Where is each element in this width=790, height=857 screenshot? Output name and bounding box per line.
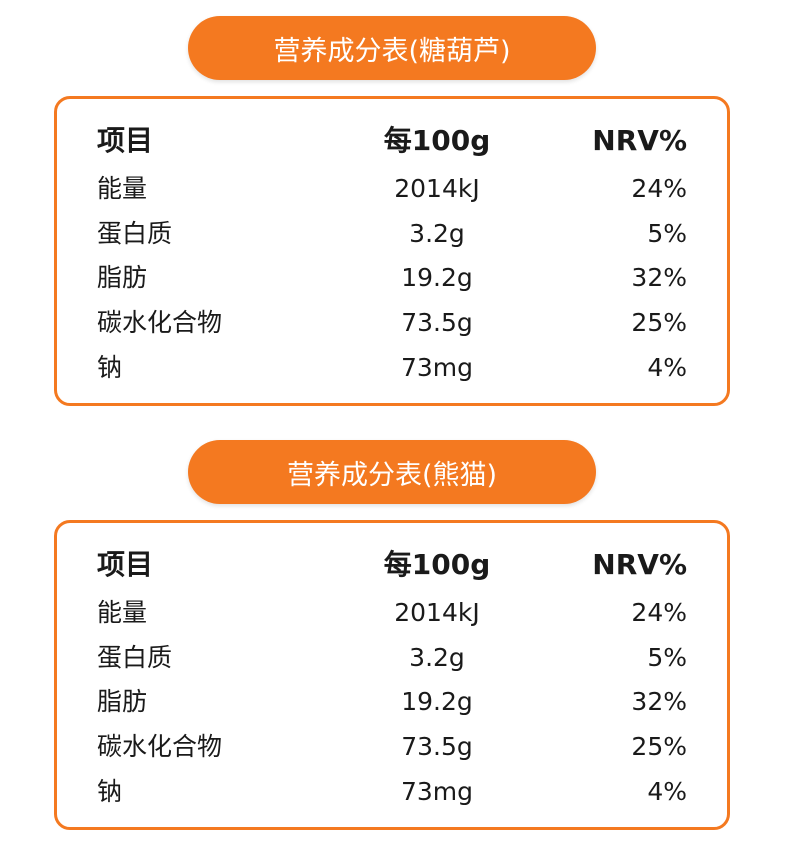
nutrient-nrv: 24% <box>631 174 687 203</box>
nutrient-amount: 3.2g <box>409 643 465 672</box>
nutrient-name: 蛋白质 <box>97 643 173 672</box>
nutrient-name: 钠 <box>97 353 123 382</box>
nutrition-table-1: 项目 每100g NRV% 能量 2014kJ 24% 蛋白质 3.2g 5% … <box>54 96 730 406</box>
nutrient-amount: 3.2g <box>409 219 465 248</box>
nutrient-amount: 19.2g <box>401 687 473 716</box>
nutrient-name: 能量 <box>97 174 148 203</box>
nutrient-nrv: 5% <box>647 643 687 672</box>
nutrient-nrv: 24% <box>631 598 687 627</box>
table-title-2: 营养成分表(熊猫) <box>188 440 596 504</box>
table-header-row: 项目 每100g NRV% <box>57 121 727 161</box>
table-row: 能量 2014kJ 24% <box>57 169 727 209</box>
nutrient-nrv: 4% <box>647 353 687 382</box>
table-row: 钠 73mg 4% <box>57 772 727 812</box>
nutrition-table-2: 项目 每100g NRV% 能量 2014kJ 24% 蛋白质 3.2g 5% … <box>54 520 730 830</box>
nutrient-nrv: 32% <box>631 263 687 292</box>
table-row: 碳水化合物 73.5g 25% <box>57 727 727 767</box>
table-row: 蛋白质 3.2g 5% <box>57 214 727 254</box>
nutrient-name: 脂肪 <box>97 687 148 716</box>
nutrient-name: 能量 <box>97 598 148 627</box>
nutrient-name: 钠 <box>97 777 123 806</box>
nutrient-amount: 73mg <box>400 777 474 806</box>
nutrient-nrv: 32% <box>631 687 687 716</box>
table-title-text: 营养成分表(熊猫) <box>286 459 498 491</box>
table-title-1: 营养成分表(糖葫芦) <box>188 16 596 80</box>
table-row: 蛋白质 3.2g 5% <box>57 638 727 678</box>
table-title-text: 营养成分表(糖葫芦) <box>273 35 511 67</box>
header-nrv: NRV% <box>592 124 687 157</box>
nutrient-amount: 73mg <box>400 353 474 382</box>
table-row: 脂肪 19.2g 32% <box>57 682 727 722</box>
header-per100g: 每100g <box>383 548 491 581</box>
nutrient-name: 脂肪 <box>97 263 148 292</box>
nutrient-amount: 73.5g <box>401 732 473 761</box>
nutrient-amount: 19.2g <box>401 263 473 292</box>
nutrient-nrv: 5% <box>647 219 687 248</box>
table-row: 能量 2014kJ 24% <box>57 593 727 633</box>
nutrient-nrv: 25% <box>631 732 687 761</box>
table-row: 碳水化合物 73.5g 25% <box>57 303 727 343</box>
nutrient-name: 蛋白质 <box>97 219 173 248</box>
header-per100g: 每100g <box>383 124 491 157</box>
nutrient-nrv: 4% <box>647 777 687 806</box>
header-item: 项目 <box>97 124 154 157</box>
table-header-row: 项目 每100g NRV% <box>57 545 727 585</box>
nutrient-amount: 73.5g <box>401 308 473 337</box>
nutrient-amount: 2014kJ <box>394 174 480 203</box>
table-row: 钠 73mg 4% <box>57 348 727 388</box>
header-nrv: NRV% <box>592 548 687 581</box>
nutrient-nrv: 25% <box>631 308 687 337</box>
table-row: 脂肪 19.2g 32% <box>57 258 727 298</box>
header-item: 项目 <box>97 548 154 581</box>
nutrient-amount: 2014kJ <box>394 598 480 627</box>
nutrient-name: 碳水化合物 <box>97 732 223 761</box>
nutrient-name: 碳水化合物 <box>97 308 223 337</box>
